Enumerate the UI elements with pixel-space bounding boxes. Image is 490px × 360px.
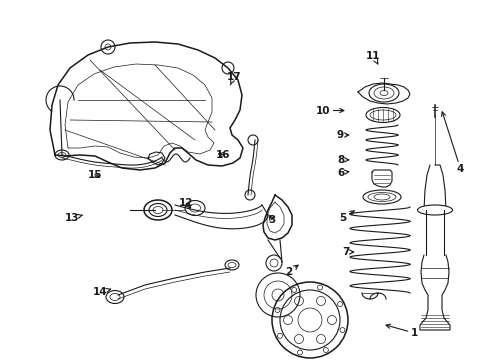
Ellipse shape <box>417 205 452 215</box>
Text: 13: 13 <box>65 213 83 223</box>
Ellipse shape <box>369 84 399 102</box>
Polygon shape <box>372 170 392 187</box>
Text: 15: 15 <box>87 170 102 180</box>
Text: 9: 9 <box>336 130 349 140</box>
Text: 10: 10 <box>316 105 344 116</box>
Text: 11: 11 <box>366 51 381 64</box>
Text: 3: 3 <box>269 215 275 225</box>
Text: 2: 2 <box>286 265 298 277</box>
Text: 12: 12 <box>179 198 194 208</box>
Polygon shape <box>358 83 410 104</box>
Text: 17: 17 <box>226 72 241 85</box>
Text: 1: 1 <box>386 324 417 338</box>
Text: 5: 5 <box>340 211 354 223</box>
Text: 7: 7 <box>342 247 354 257</box>
Text: 16: 16 <box>216 150 230 160</box>
Text: 8: 8 <box>337 155 349 165</box>
Text: 6: 6 <box>337 168 349 178</box>
Polygon shape <box>420 255 450 330</box>
Ellipse shape <box>366 108 400 122</box>
Text: 14: 14 <box>93 287 111 297</box>
Text: 4: 4 <box>441 112 465 174</box>
Ellipse shape <box>363 190 401 204</box>
Polygon shape <box>424 165 446 210</box>
